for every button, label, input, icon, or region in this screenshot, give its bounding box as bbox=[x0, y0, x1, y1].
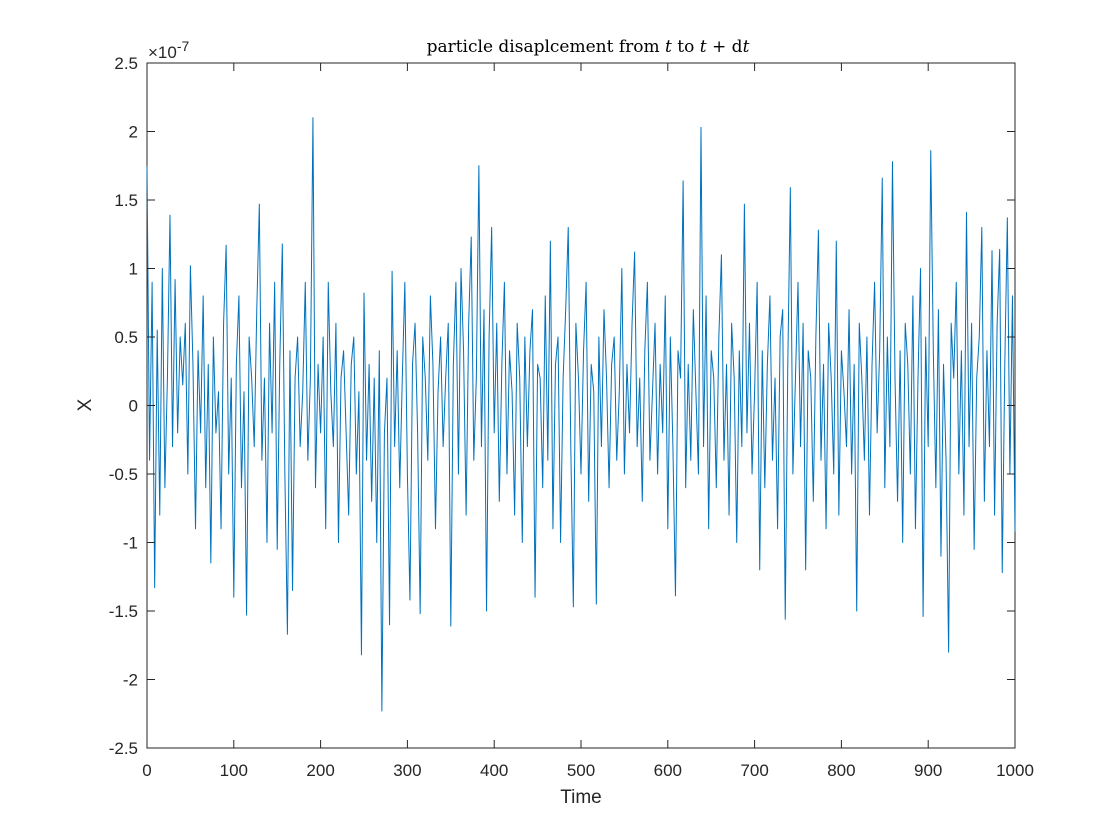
x-tick-label: 400 bbox=[480, 761, 508, 780]
y-tick-label: 1 bbox=[129, 260, 138, 279]
x-tick-label: 900 bbox=[914, 761, 942, 780]
chart-title-plus: + bbox=[707, 37, 732, 57]
x-tick-label: 200 bbox=[306, 761, 334, 780]
y-tick-label: 0.5 bbox=[114, 328, 138, 347]
x-axis-ticks: 0 100 200 300 400 500 600 700 800 900 1000 bbox=[142, 63, 1034, 780]
chart-title-to: to bbox=[672, 37, 700, 57]
y-tick-label: -2.5 bbox=[109, 739, 138, 758]
x-tick-label: 100 bbox=[220, 761, 248, 780]
chart-title-prefix: particle disaplcement from bbox=[427, 37, 665, 57]
x-tick-label: 300 bbox=[393, 761, 421, 780]
x-tick-label: 600 bbox=[654, 761, 682, 780]
y-axis-label: X bbox=[75, 398, 96, 411]
series-line bbox=[146, 117, 1016, 712]
chart-title-d: d bbox=[732, 37, 743, 57]
y-tick-label: 0 bbox=[129, 397, 138, 416]
chart-title-var-t1: t bbox=[665, 37, 672, 57]
y-multiplier-exponent: -7 bbox=[177, 38, 190, 54]
chart-title: particle disaplcement from t to t + dt bbox=[427, 37, 750, 57]
x-tick-label: 0 bbox=[142, 761, 151, 780]
x-tick-label: 700 bbox=[740, 761, 768, 780]
x-tick-label: 500 bbox=[567, 761, 595, 780]
x-axis-label: Time bbox=[560, 787, 602, 808]
y-tick-label: -1 bbox=[123, 534, 138, 553]
y-tick-label: 2 bbox=[129, 123, 138, 142]
series-group bbox=[146, 117, 1016, 712]
y-tick-label: -0.5 bbox=[109, 465, 138, 484]
y-axis-ticks: -2.5 -2 -1.5 -1 -0.5 0 0.5 1 1.5 2 2.5 bbox=[109, 54, 1015, 758]
y-multiplier-base: ×10 bbox=[148, 43, 177, 62]
y-tick-label: -1.5 bbox=[109, 602, 138, 621]
y-multiplier: ×10-7 bbox=[148, 38, 190, 62]
chart-title-var-t3: t bbox=[743, 37, 750, 57]
y-tick-label: 2.5 bbox=[114, 54, 138, 73]
plot-area bbox=[146, 62, 1016, 749]
y-tick-label: -2 bbox=[123, 671, 138, 690]
y-tick-label: 1.5 bbox=[114, 191, 138, 210]
x-tick-label: 800 bbox=[827, 761, 855, 780]
chart-title-var-t2: t bbox=[700, 37, 707, 57]
x-tick-label: 1000 bbox=[996, 761, 1034, 780]
